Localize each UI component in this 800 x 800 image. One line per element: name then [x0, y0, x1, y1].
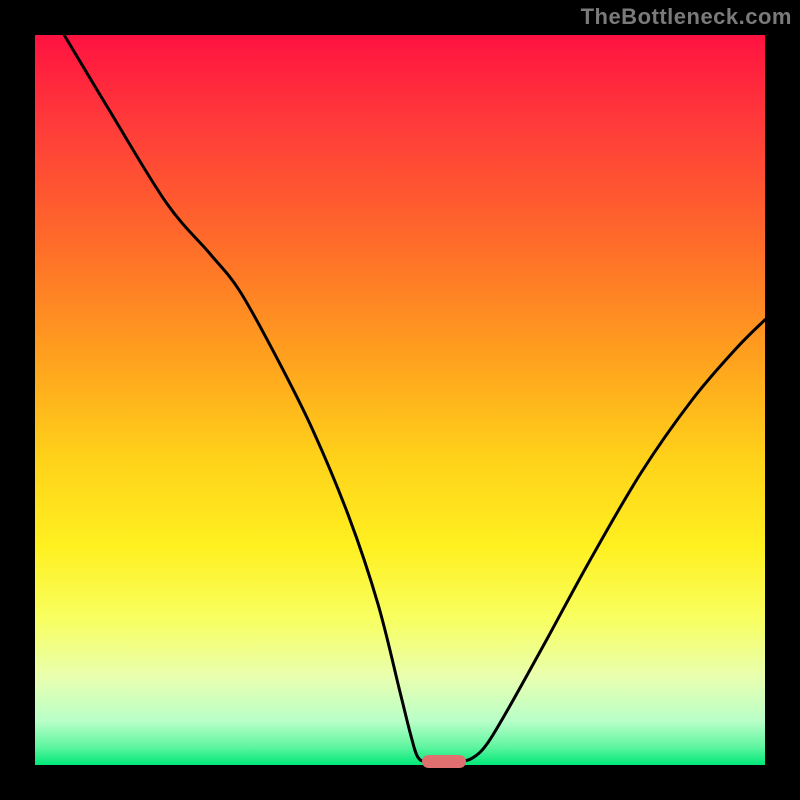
plot-area	[35, 35, 765, 765]
chart-container: { "watermark": { "text": "TheBottleneck.…	[0, 0, 800, 800]
curve-layer	[35, 35, 765, 765]
watermark-text: TheBottleneck.com	[581, 4, 792, 30]
optimal-marker	[422, 755, 466, 768]
bottleneck-curve	[64, 35, 765, 762]
